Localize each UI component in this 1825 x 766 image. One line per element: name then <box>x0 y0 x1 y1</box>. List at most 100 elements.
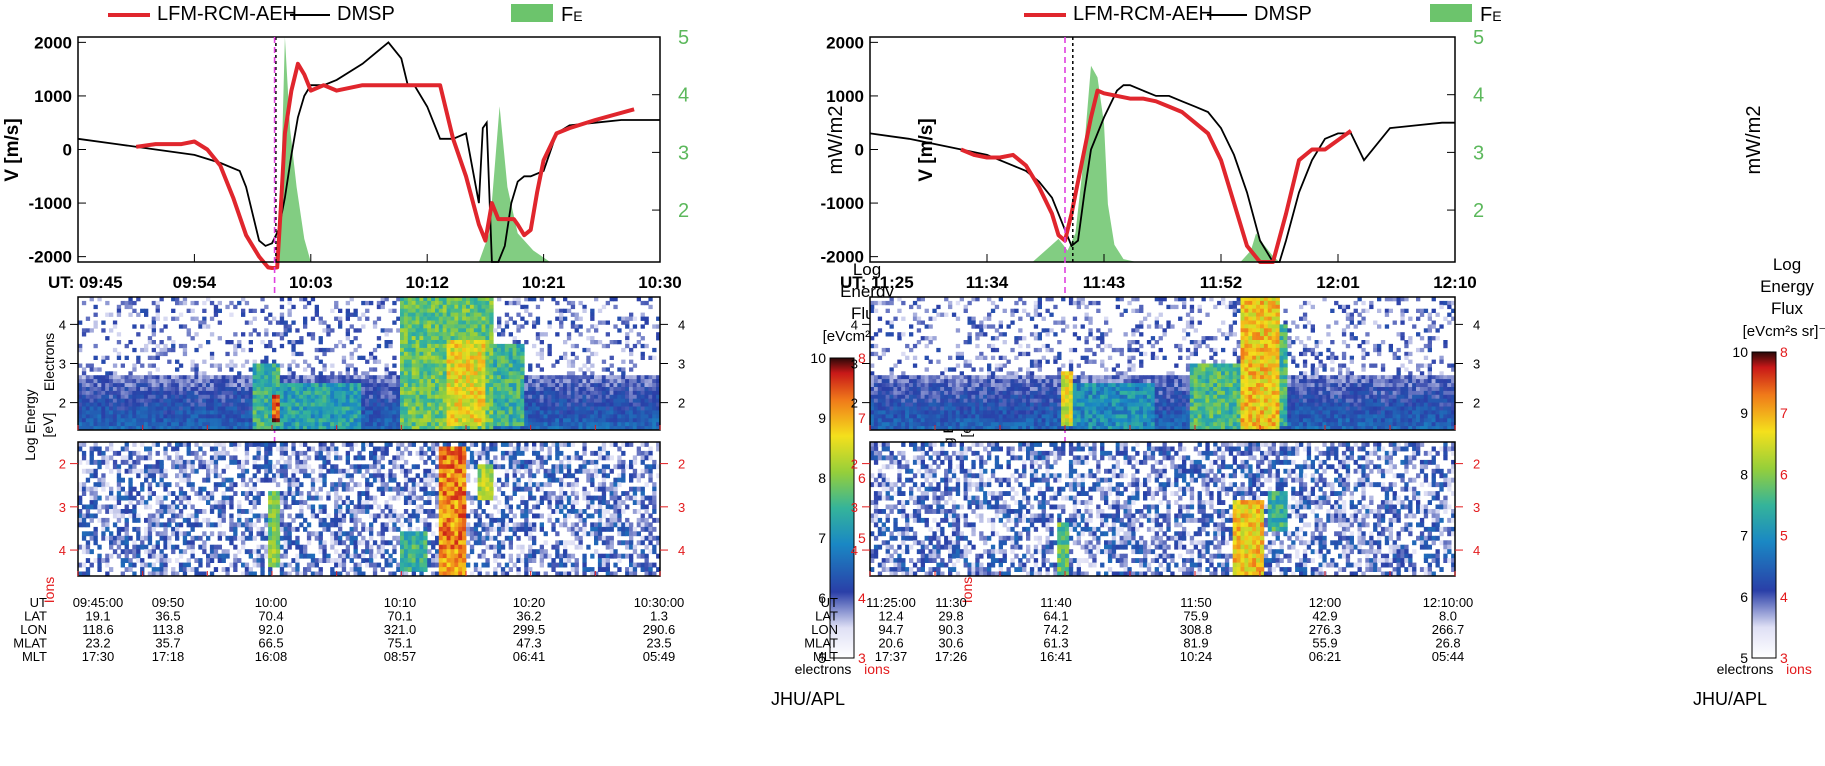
spectrogram-cell <box>221 414 226 419</box>
spectrogram-cell <box>462 300 467 306</box>
spectrogram-cell <box>431 414 436 419</box>
spectrogram-cell <box>427 491 432 496</box>
spectrogram-cell <box>349 390 354 396</box>
spectrogram-cell <box>295 351 300 357</box>
spectrogram-cell <box>182 418 188 423</box>
spectrogram-cell <box>186 383 191 388</box>
spectrogram-cell <box>318 517 323 523</box>
spectrogram-cell <box>237 442 242 447</box>
spectrogram-cell <box>415 324 420 329</box>
spectrogram-cell <box>198 371 203 376</box>
spectrogram-cell <box>147 495 153 501</box>
spectrogram-cell <box>132 418 137 423</box>
spectrogram-cell <box>458 426 463 431</box>
spectrogram-cell <box>136 455 141 461</box>
spectrogram-cell <box>427 558 432 563</box>
spectrogram-cell <box>349 553 354 559</box>
spectrogram-cell <box>132 562 137 568</box>
spectrogram-cell <box>400 359 405 364</box>
spectrogram-cell <box>144 504 149 510</box>
spectrogram-cell <box>326 390 331 396</box>
spectrogram-cell <box>528 398 533 403</box>
spectrogram-cell <box>388 387 393 392</box>
spectrogram-cell <box>128 390 133 396</box>
spectrogram-cell <box>275 371 281 376</box>
spectrogram-cell <box>539 394 544 400</box>
spectrogram-cell <box>295 562 300 568</box>
spectrogram-cell <box>419 540 424 546</box>
spectrogram-cell <box>151 316 156 321</box>
spectrogram-cell <box>400 312 405 317</box>
spectrogram-cell <box>400 371 405 376</box>
spectrogram-cell <box>341 414 347 419</box>
spectrogram-cell <box>466 387 471 392</box>
spectrogram-cell <box>407 363 413 368</box>
spectrogram-cell <box>559 414 564 419</box>
spectrogram-cell <box>454 375 459 380</box>
spectrogram-cell <box>221 418 226 423</box>
spectrogram-cell <box>621 422 626 427</box>
spectrogram-cell <box>485 414 490 419</box>
spectrogram-cell <box>155 544 160 550</box>
spectrogram-cell <box>124 509 129 514</box>
spectrogram-cell <box>458 375 463 380</box>
spectrogram-cell <box>462 387 467 392</box>
spectrogram-cell <box>85 316 91 321</box>
spectrogram-cell <box>89 549 94 555</box>
spectrogram-cell <box>632 402 638 407</box>
spectrogram-cell <box>376 336 382 341</box>
spectrogram-cell <box>481 340 486 345</box>
spectrogram-cell <box>209 459 215 465</box>
spectrogram-cell <box>81 549 87 555</box>
spectrogram-cell <box>512 363 517 368</box>
spectrogram-cell <box>419 495 424 501</box>
spectrogram-cell <box>120 300 125 306</box>
spectrogram-cell <box>407 406 413 411</box>
spectrogram-cell <box>120 375 125 380</box>
spectrogram-cell <box>384 540 389 546</box>
spectrogram-cell <box>155 390 160 396</box>
spectrogram-cell <box>341 473 347 479</box>
model-velocity-line <box>135 61 635 270</box>
spectrogram-cell <box>303 414 308 419</box>
spectrogram-cell <box>175 297 180 302</box>
spectrogram-cell <box>427 375 432 380</box>
spectrogram-cell <box>85 387 91 392</box>
spectrogram-cell <box>144 500 149 505</box>
spectrogram-cell <box>535 390 541 396</box>
spectrogram-cell <box>551 363 556 368</box>
spectrogram-cell <box>407 410 413 415</box>
spectrogram-cell <box>128 375 133 380</box>
spectrogram-cell <box>423 347 428 353</box>
spectrogram-cell <box>500 355 506 360</box>
spectrogram-cell <box>349 509 354 514</box>
spectrogram-cell <box>213 442 219 447</box>
spectrogram-cell <box>403 390 409 396</box>
spectrogram-cell <box>206 394 211 400</box>
spectrogram-cell <box>241 410 246 415</box>
spectrogram-cell <box>411 410 416 415</box>
spectrogram-cell <box>500 379 506 384</box>
spectrogram-cell <box>190 359 195 364</box>
spectrogram-cell <box>291 567 296 572</box>
spectrogram-cell <box>124 394 129 400</box>
spectrogram-cell <box>190 410 195 415</box>
spectrogram-cell <box>481 363 486 368</box>
spectrogram-cell <box>446 328 451 333</box>
spectrogram-cell <box>427 367 432 372</box>
spectrogram-cell <box>244 422 250 427</box>
spectrogram-cell <box>198 383 203 388</box>
spectrogram-cell <box>248 332 253 337</box>
spectrogram-cell <box>489 359 494 364</box>
spectrogram-cell <box>147 363 153 368</box>
spectrogram-cell <box>194 450 199 456</box>
spectrogram-cell <box>124 422 129 427</box>
spectrogram-cell <box>349 531 354 537</box>
spectrogram-cell <box>365 562 370 568</box>
spectrogram-cell <box>625 316 630 321</box>
spectrogram-cell <box>229 495 234 501</box>
spectrogram-cell <box>209 544 215 550</box>
spectrogram-cell <box>202 450 207 456</box>
spectrogram-cell <box>244 450 250 456</box>
spectrogram-cell <box>314 375 319 380</box>
